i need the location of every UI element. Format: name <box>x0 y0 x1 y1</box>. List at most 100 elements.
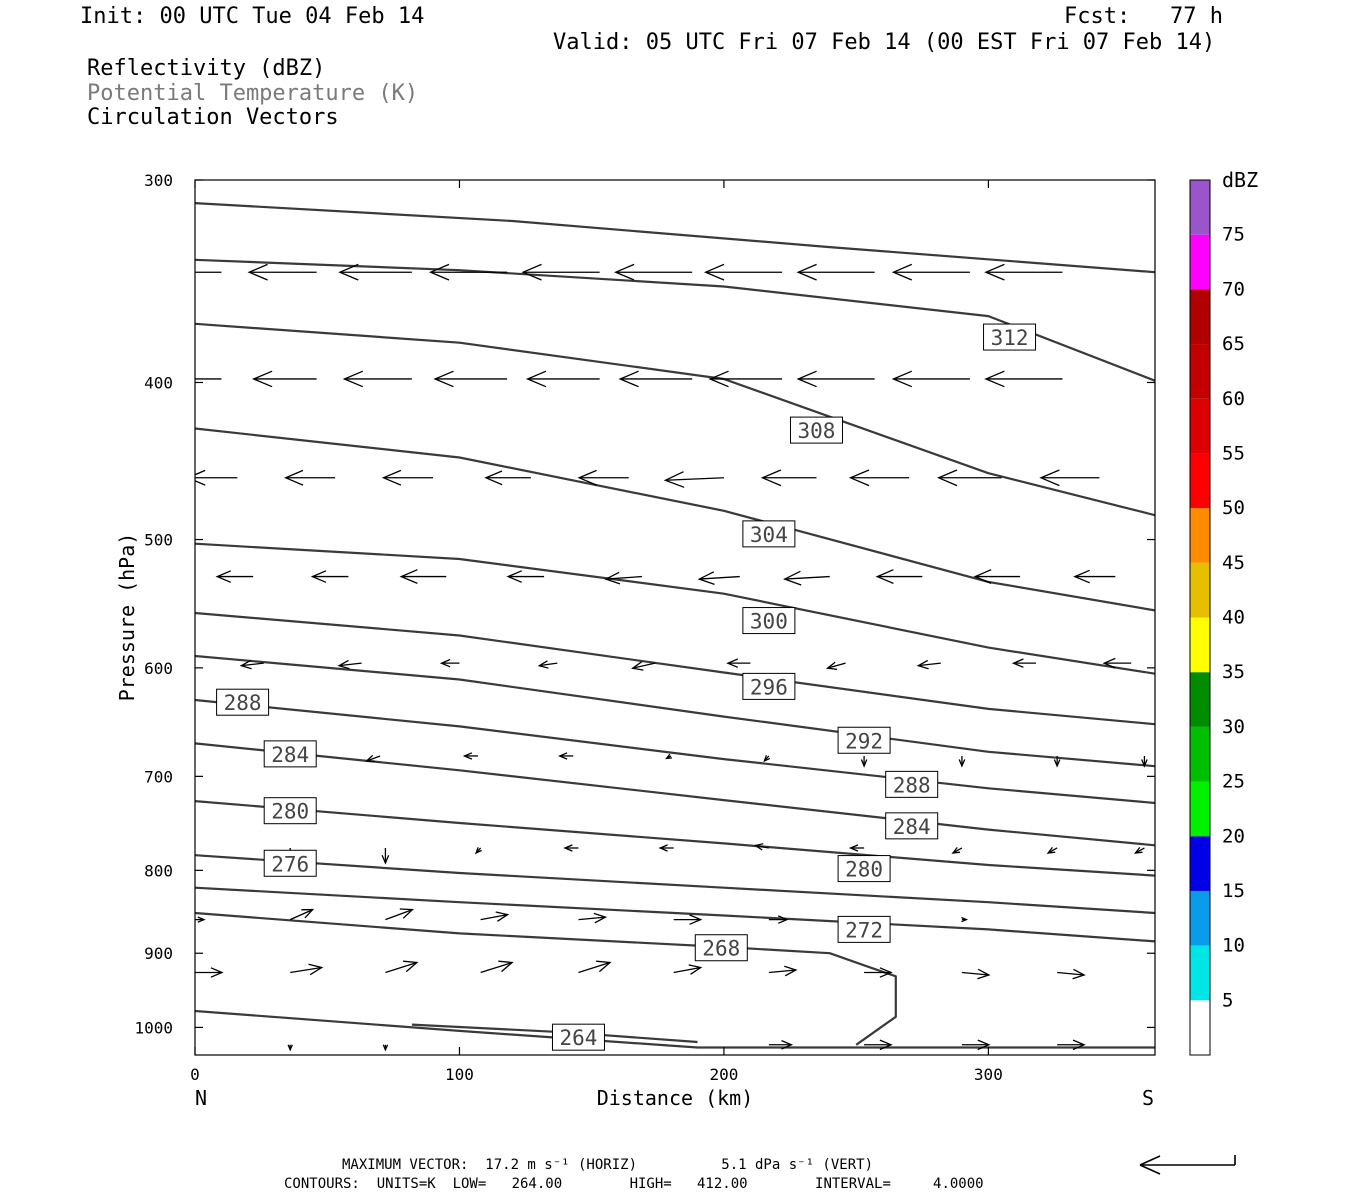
vector-head <box>210 967 224 978</box>
vector-head <box>796 370 817 388</box>
contour-label-box <box>837 726 891 754</box>
contour-label-box <box>263 740 317 768</box>
vector-head <box>984 263 1005 281</box>
vector-head <box>337 659 350 670</box>
contour-label: 296 <box>750 675 788 699</box>
circulation-vector <box>480 961 513 974</box>
contour-label-box <box>694 934 748 962</box>
colorbar-bin-20 <box>1190 781 1210 837</box>
contour-label-box <box>885 812 939 840</box>
footer-max-vector: MAXIMUM VECTOR: 17.2 m s⁻¹ (HORIZ) 5.1 d… <box>342 1157 874 1173</box>
circulation-vector <box>768 969 796 974</box>
vector-head <box>596 960 612 973</box>
x-end-label-south: S <box>1142 1086 1154 1110</box>
contour-label-box <box>983 323 1037 351</box>
vector-head <box>708 370 729 388</box>
vector-head <box>781 1040 794 1050</box>
contour-label: 284 <box>893 815 931 839</box>
circulation-vector <box>366 755 381 762</box>
vector-head <box>287 1044 293 1052</box>
vector-head <box>215 570 232 583</box>
vector-head <box>936 469 958 487</box>
contour-label: 312 <box>991 326 1029 350</box>
isentrope-292 <box>195 654 1155 768</box>
colorbar-label-60: 60 <box>1222 388 1245 410</box>
vector-head <box>875 569 894 584</box>
circulation-vector <box>578 961 611 974</box>
x-end-label-north: N <box>195 1086 207 1110</box>
isentrope-312 <box>195 202 1155 274</box>
circulation-vector <box>827 662 846 669</box>
vector-head <box>1073 569 1090 584</box>
y-tick-label: 800 <box>144 861 173 880</box>
vector-head <box>726 658 739 668</box>
vector-head <box>916 659 929 670</box>
y-tick-label: 400 <box>144 373 173 392</box>
vector-head <box>891 370 913 388</box>
vector-head <box>1011 658 1024 668</box>
x-tick-label: 0 <box>190 1065 200 1084</box>
vector-head <box>381 469 402 486</box>
vector-head <box>879 1039 893 1051</box>
circulation-vector <box>578 916 606 921</box>
contour-label-box <box>742 672 796 700</box>
vector-head <box>665 753 673 760</box>
colorbar-bin-75 <box>1190 180 1210 235</box>
isentrope-268 <box>195 911 897 1046</box>
colorbar-bin-50 <box>1190 453 1210 509</box>
vector-head <box>342 370 364 388</box>
colorbar-label-5: 5 <box>1222 989 1233 1011</box>
vector-head <box>848 844 859 852</box>
x-tick-label: 100 <box>445 1065 474 1084</box>
circulation-vector <box>241 662 264 667</box>
vector-head <box>284 469 304 486</box>
circulation-vector <box>539 662 558 667</box>
vector-head <box>760 469 782 487</box>
colorbar-label-15: 15 <box>1222 880 1245 902</box>
vector-head <box>663 471 685 488</box>
colorbar: 5 10 15 20 25 30 35 40 45 50 55 60 65 70 75 <box>1189 179 1245 1056</box>
contour-label-box <box>216 688 270 716</box>
vector-head <box>825 661 838 671</box>
field-reflectivity: Reflectivity (dBZ) <box>87 56 326 81</box>
vector-head <box>763 755 771 763</box>
colorbar-bin-15 <box>1190 836 1210 891</box>
vector-head <box>697 571 715 586</box>
y-tick-label: 700 <box>144 767 173 786</box>
circulation-vector <box>632 662 656 669</box>
vector-head <box>498 960 514 973</box>
colorbar-bin-25 <box>1190 726 1210 782</box>
vector-head <box>403 960 419 973</box>
circulation-vector <box>1057 971 1085 976</box>
vector-head <box>310 570 327 583</box>
colorbar-label-45: 45 <box>1222 552 1245 574</box>
vector-head <box>688 964 703 975</box>
colorbar-bin-35 <box>1190 617 1210 673</box>
vector-head <box>784 965 798 977</box>
vector-head <box>563 844 573 852</box>
contour-label: 288 <box>893 773 931 797</box>
contour-label-box <box>837 915 891 943</box>
colorbar-label-40: 40 <box>1222 607 1245 629</box>
circulation-vector <box>1047 847 1058 854</box>
y-tick-label: 900 <box>144 944 173 963</box>
vector-head <box>1053 759 1061 768</box>
vector-head <box>525 370 547 388</box>
vector-head <box>381 854 390 865</box>
vector-head <box>984 370 1005 388</box>
vector-head <box>577 469 597 486</box>
isentrope-264 <box>195 1009 1155 1049</box>
colorbar-bin-45 <box>1190 508 1210 563</box>
isentrope-284 <box>195 742 1155 847</box>
contour-label: 292 <box>845 729 883 753</box>
vector-head <box>247 263 268 281</box>
isentrope-288 <box>195 698 1155 805</box>
vector-head <box>399 569 418 584</box>
vector-head <box>462 752 473 760</box>
vector-head <box>506 570 522 583</box>
vector-head <box>239 659 252 670</box>
colorbar-bin-5 <box>1190 945 1210 1001</box>
x-tick-label: 200 <box>709 1065 738 1084</box>
contour-label: 304 <box>750 523 788 547</box>
